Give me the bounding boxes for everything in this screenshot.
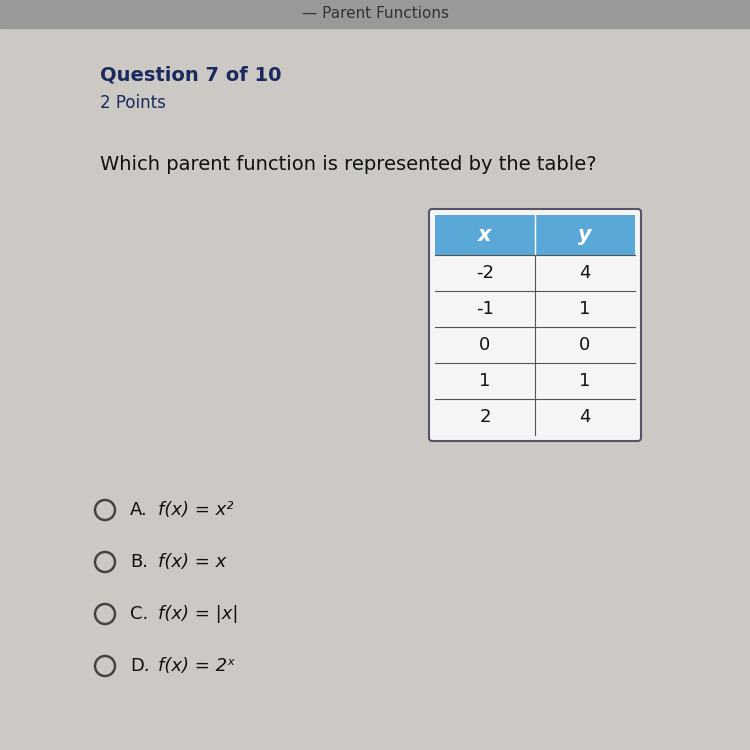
Text: f(x) = 2ˣ: f(x) = 2ˣ: [158, 657, 236, 675]
Text: 0: 0: [479, 336, 490, 354]
Text: f(x) = x²: f(x) = x²: [158, 501, 233, 519]
Bar: [0, 0, 750, 28]
Text: f(x) = x: f(x) = x: [158, 553, 226, 571]
Text: 2: 2: [479, 408, 490, 426]
Text: D.: D.: [130, 657, 149, 675]
Text: 1: 1: [579, 372, 591, 390]
FancyBboxPatch shape: [429, 209, 641, 441]
Text: Question 7 of 10: Question 7 of 10: [100, 65, 281, 85]
Text: C.: C.: [130, 605, 149, 623]
Text: Which parent function is represented by the table?: Which parent function is represented by …: [100, 155, 597, 175]
Text: 4: 4: [579, 264, 591, 282]
Text: 1: 1: [579, 300, 591, 318]
Text: -1: -1: [476, 300, 494, 318]
Text: B.: B.: [130, 553, 148, 571]
Text: — Parent Functions: — Parent Functions: [302, 7, 448, 22]
Text: 1: 1: [479, 372, 490, 390]
Text: 0: 0: [579, 336, 591, 354]
Text: -2: -2: [476, 264, 494, 282]
Text: A.: A.: [130, 501, 148, 519]
Text: x: x: [478, 225, 492, 245]
Text: y: y: [578, 225, 592, 245]
Text: 4: 4: [579, 408, 591, 426]
Text: 2 Points: 2 Points: [100, 94, 166, 112]
Bar: [435, 215, 635, 255]
Text: f(x) = |x|: f(x) = |x|: [158, 605, 238, 623]
